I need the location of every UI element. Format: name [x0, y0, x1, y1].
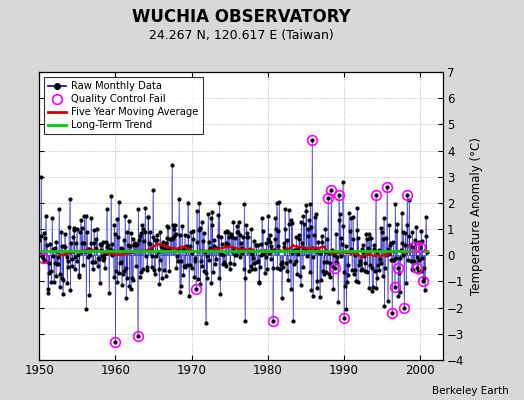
Legend: Raw Monthly Data, Quality Control Fail, Five Year Moving Average, Long-Term Tren: Raw Monthly Data, Quality Control Fail, … — [45, 77, 203, 134]
Text: Berkeley Earth: Berkeley Earth — [432, 386, 508, 396]
Text: 24.267 N, 120.617 E (Taiwan): 24.267 N, 120.617 E (Taiwan) — [149, 29, 333, 42]
Y-axis label: Temperature Anomaly (°C): Temperature Anomaly (°C) — [470, 137, 483, 295]
Text: WUCHIA OBSERVATORY: WUCHIA OBSERVATORY — [132, 8, 351, 26]
